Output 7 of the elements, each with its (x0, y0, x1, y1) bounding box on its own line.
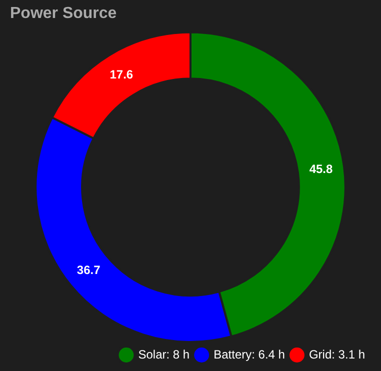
legend-label: Battery: 6.4 h (214, 347, 285, 362)
data-label: 36.7 (76, 262, 101, 277)
legend-label: Solar: 8 h (138, 347, 190, 362)
data-label: 17.6 (110, 67, 134, 82)
chart-title: Power Source (10, 5, 117, 22)
legend-label: Grid: 3.1 h (308, 347, 366, 362)
data-label: 45.8 (309, 162, 333, 176)
